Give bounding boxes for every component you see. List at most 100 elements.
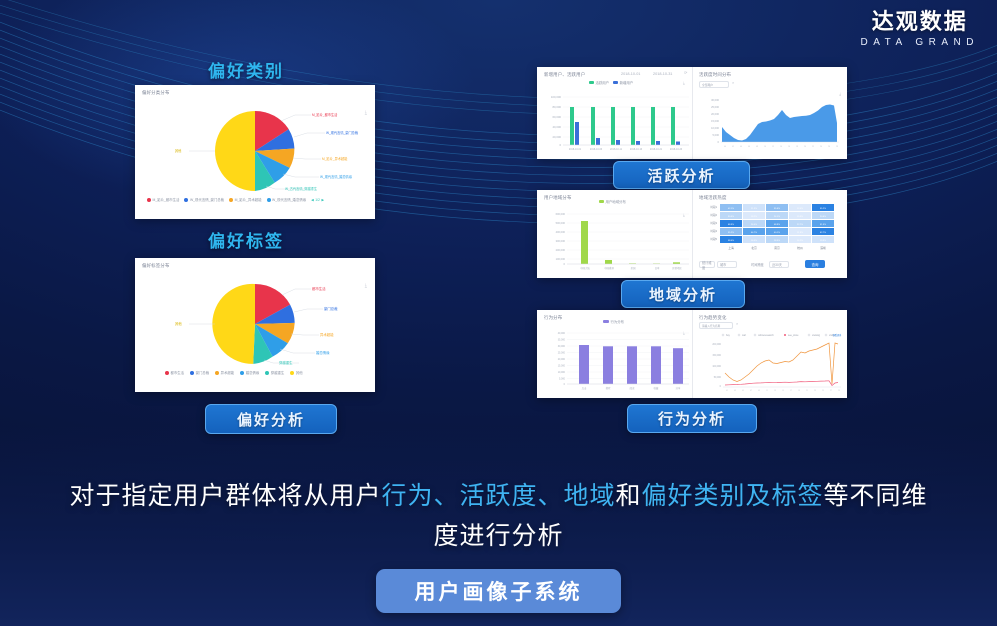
legend-item[interactable]: W_现代言情_豪门总裁: [184, 197, 224, 202]
panel-preference-tag: 偏好标签分布 ⤓ 都市生活 豪门总裁 异术超能 婚恋情缘 穿越重生: [135, 258, 375, 392]
svg-text:01: 01: [726, 390, 728, 392]
panel-title: 偏好标签分布: [142, 263, 170, 268]
svg-text:44.7%: 44.7%: [751, 232, 757, 234]
svg-text:55.2%: 55.2%: [820, 208, 826, 210]
button-label: 行为分析: [657, 411, 726, 428]
download-icon[interactable]: ⤓: [683, 212, 685, 217]
svg-text:35,000: 35,000: [558, 339, 566, 342]
caption-part-1: 对于指定用户群体将从用户: [69, 482, 382, 510]
button-label: 活跃分析: [647, 167, 716, 185]
legend-item[interactable]: 活跃用户: [589, 80, 609, 85]
bar-chart-region: 600,000 500,000 400,000 300,000 200,000 100,…: [556, 212, 689, 270]
svg-text:22: 22: [812, 146, 814, 148]
legend-item[interactable]: 新增用户: [613, 80, 633, 85]
svg-text:北京: 北京: [751, 246, 757, 250]
svg-text:09: 09: [758, 390, 760, 392]
panel-title: 偏好分类分布: [142, 90, 170, 95]
svg-text:30,000: 30,000: [711, 98, 719, 102]
svg-text:27: 27: [830, 390, 832, 392]
search-icon[interactable]: ⌕: [732, 80, 735, 85]
legend-item[interactable]: 用户地域分布: [599, 199, 626, 204]
svg-text:阅读: 阅读: [630, 386, 635, 390]
refresh-icon[interactable]: ⟳: [684, 70, 688, 75]
download-icon[interactable]: ⤓: [364, 283, 367, 289]
svg-text:15: 15: [782, 390, 784, 392]
panel-activity: 新增用户、活跃用户 2018-10-01 2018-10-31 ⟳ 活跃用户 新…: [537, 67, 847, 159]
button-label: 地域分析: [648, 286, 717, 304]
button-activity-analysis[interactable]: 活跃分析: [613, 161, 750, 189]
legend-item[interactable]: 豪门总裁: [190, 370, 209, 375]
svg-text:5,000: 5,000: [559, 378, 566, 381]
svg-text:日本: 日本: [655, 266, 660, 270]
button-region-analysis[interactable]: 地域分析: [621, 280, 745, 308]
caption-highlight-1: 行为、活跃度、地域: [381, 482, 616, 510]
legend-item[interactable]: 异术超能: [215, 370, 234, 375]
timespan-label: 时间跨度: [749, 261, 767, 268]
svg-text:40,000: 40,000: [558, 332, 566, 335]
button-preference-analysis[interactable]: 偏好分析: [205, 404, 337, 434]
timespan-select[interactable]: 近30天: [769, 261, 789, 268]
svg-text:10: 10: [764, 146, 766, 148]
legend-item[interactable]: M_影片_异术超能: [229, 197, 262, 202]
download-icon[interactable]: ⤓: [683, 330, 685, 335]
svg-text:see_store: see_store: [788, 334, 799, 337]
svg-text:26.4%: 26.4%: [751, 224, 757, 226]
download-icon[interactable]: ⤓: [839, 91, 841, 96]
svg-text:24.1%: 24.1%: [774, 216, 780, 218]
query-button[interactable]: 查询: [805, 260, 825, 268]
svg-text:12: 12: [772, 146, 774, 148]
svg-text:02: 02: [732, 146, 734, 148]
svg-text:深圳: 深圳: [820, 246, 826, 250]
svg-text:35.6%: 35.6%: [774, 208, 780, 210]
svg-text:16: 16: [788, 146, 790, 148]
area-chart-activity: 30,000 25,000 20,000 15,000 10,000 5,000 0 0…: [711, 98, 839, 148]
search-placeholder: 请输入行为名称: [702, 324, 721, 328]
cta-user-profile-subsystem[interactable]: 用户画像子系统: [376, 569, 621, 613]
svg-text:07: 07: [750, 390, 752, 392]
date-to[interactable]: 2018-10-31: [653, 72, 673, 76]
field-value: 城市: [720, 263, 727, 267]
legend-item[interactable]: M_影片_都市生活: [147, 197, 179, 202]
svg-text:25,000: 25,000: [558, 352, 566, 355]
legend-item[interactable]: 其他: [290, 370, 303, 375]
svg-text:0: 0: [564, 262, 566, 266]
svg-text:29: 29: [838, 390, 840, 392]
button-behavior-analysis[interactable]: 行为分析: [627, 404, 757, 433]
dimension-select[interactable]: 城市: [717, 261, 737, 268]
legend-pager[interactable]: ◀ 1/2 ▶: [311, 197, 325, 202]
pie-chart-preference-category: M_影片_都市生活 W_现代言情_豪门总裁 M_影片_异术超能 W_现代言情_婚…: [175, 110, 359, 191]
svg-text:10,000: 10,000: [558, 371, 566, 374]
svg-text:分享: 分享: [676, 386, 681, 390]
behavior-search-input[interactable]: 请输入行为名称: [699, 322, 733, 329]
svg-text:婚恋情缘: 婚恋情缘: [316, 350, 330, 355]
legend-item[interactable]: 行为分布: [603, 319, 624, 324]
legend-item[interactable]: 都市生活: [165, 370, 184, 375]
svg-text:12.4%: 12.4%: [797, 208, 803, 210]
svg-text:2018-10-06: 2018-10-06: [590, 148, 603, 151]
panel-preference-category: 偏好分类分布 ⤓ M_影片_都市生活 W_现代言情_豪门总裁 M_影片_异术超能: [135, 85, 375, 219]
filter-value: 全部用户: [702, 82, 714, 87]
caption-part-3: 等不同维度进行分析: [433, 482, 928, 550]
svg-text:上海: 上海: [728, 246, 734, 250]
button-label: 查询: [811, 262, 819, 267]
legend-item[interactable]: 婚恋情缘: [240, 370, 259, 375]
svg-text:06: 06: [748, 146, 750, 148]
caption-part-2: 和: [615, 482, 642, 510]
cta-label: 用户画像子系统: [414, 581, 583, 604]
download-icon[interactable]: ⤓: [683, 80, 685, 85]
svg-text:20,000: 20,000: [552, 135, 561, 139]
svg-text:21: 21: [806, 390, 808, 392]
legend-item[interactable]: 穿越重生: [265, 370, 284, 375]
filter-select[interactable]: 全部用户: [699, 81, 729, 88]
svg-text:15,000: 15,000: [558, 365, 566, 368]
pie-legend: 都市生活 豪门总裁 异术超能 婚恋情缘 穿越重生 其他: [165, 370, 303, 375]
svg-text:30.5%: 30.5%: [728, 216, 734, 218]
search-icon[interactable]: ⌕: [736, 321, 739, 326]
svg-text:24: 24: [820, 146, 822, 148]
svg-text:中国香港: 中国香港: [604, 266, 614, 270]
legend-item[interactable]: W_现代言情_婚恋情缘: [266, 197, 306, 202]
date-from[interactable]: 2018-10-01: [621, 72, 641, 76]
svg-text:豪门总裁: 豪门总裁: [324, 306, 338, 311]
download-icon[interactable]: ⤓: [364, 110, 367, 116]
